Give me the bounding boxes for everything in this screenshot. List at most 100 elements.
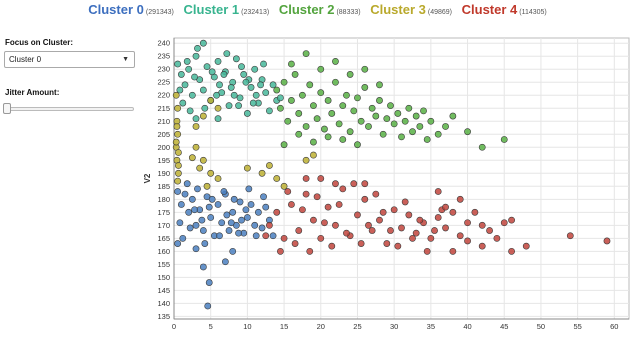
scatter-point <box>253 233 259 239</box>
scatter-point <box>310 103 316 109</box>
scatter-point <box>435 188 441 194</box>
scatter-point <box>402 199 408 205</box>
scatter-point <box>472 209 478 215</box>
scatter-point <box>224 51 230 57</box>
scatter-point <box>178 201 184 207</box>
scatter-point <box>442 123 448 129</box>
scatter-point <box>318 90 324 96</box>
scatter-point <box>442 204 448 210</box>
scatter-point <box>215 58 221 64</box>
y-tick-label: 190 <box>157 169 170 178</box>
scatter-point <box>260 194 266 200</box>
scatter-point <box>299 207 305 213</box>
scatter-point <box>417 123 423 129</box>
scatter-point <box>184 58 190 64</box>
scatter-point <box>288 201 294 207</box>
scatter-point <box>238 64 244 70</box>
scatter-point <box>184 181 190 187</box>
scatter-point <box>252 222 258 228</box>
scatter-point <box>231 196 237 202</box>
scatter-point <box>266 162 272 168</box>
scatter-point <box>314 194 320 200</box>
scatter-point <box>329 110 335 116</box>
x-tick-label: 25 <box>353 322 361 331</box>
scatter-point <box>259 170 265 176</box>
scatter-point <box>391 121 397 127</box>
scatter-point <box>193 222 199 228</box>
scatter-point <box>259 225 265 231</box>
scatter-point <box>567 233 573 239</box>
y-tick-label: 175 <box>157 208 170 217</box>
scatter-point <box>329 243 335 249</box>
scatter-point <box>354 212 360 218</box>
scatter-point <box>224 212 230 218</box>
scatter-point <box>296 227 302 233</box>
scatter-point <box>208 214 214 220</box>
scatter-point <box>340 186 346 192</box>
scatter-point <box>369 105 375 111</box>
scatter-point <box>174 123 180 129</box>
scatter-point <box>221 71 227 77</box>
y-tick-label: 145 <box>157 286 170 295</box>
scatter-point <box>202 240 208 246</box>
scatter-point <box>303 123 309 129</box>
scatter-point <box>248 201 254 207</box>
scatter-point <box>233 56 239 62</box>
scatter-point <box>387 227 393 233</box>
scatter-point <box>362 196 368 202</box>
scatter-point <box>479 144 485 150</box>
scatter-point <box>175 61 181 67</box>
scatter-point <box>479 243 485 249</box>
scatter-point <box>285 118 291 124</box>
scatter-point <box>226 227 232 233</box>
scatter-point <box>318 235 324 241</box>
y-tick-label: 215 <box>157 104 170 113</box>
scatter-point <box>336 201 342 207</box>
scatter-point <box>199 217 205 223</box>
scatter-point <box>457 196 463 202</box>
scatter-point <box>260 61 266 67</box>
scatter-point <box>215 175 221 181</box>
scatter-point <box>343 92 349 98</box>
scatter-point <box>175 178 181 184</box>
y-tick-label: 230 <box>157 65 170 74</box>
scatter-point <box>332 222 338 228</box>
scatter-point <box>351 108 357 114</box>
scatter-point <box>205 303 211 309</box>
scatter-point <box>235 230 241 236</box>
scatter-point <box>187 225 193 231</box>
scatter-point <box>186 209 192 215</box>
scatter-point <box>219 220 225 226</box>
scatter-point <box>501 136 507 142</box>
scatter-point <box>365 123 371 129</box>
scatter-point <box>395 243 401 249</box>
scatter-point <box>387 103 393 109</box>
y-tick-label: 180 <box>157 195 170 204</box>
scatter-point <box>182 191 188 197</box>
scatter-point <box>288 97 294 103</box>
scatter-point <box>215 116 221 122</box>
scatter-point <box>420 108 426 114</box>
scatter-point <box>325 204 331 210</box>
scatter-point <box>332 79 338 85</box>
scatter-point <box>250 100 256 106</box>
scatter-point <box>398 225 404 231</box>
scatter-point <box>175 162 181 168</box>
scatter-point <box>186 66 192 72</box>
scatter-point <box>277 105 283 111</box>
scatter-point <box>384 240 390 246</box>
scatter-point <box>216 82 222 88</box>
scatter-point <box>428 235 434 241</box>
scatter-point <box>274 209 280 215</box>
scatter-point <box>175 188 181 194</box>
scatter-point <box>365 222 371 228</box>
scatter-point <box>253 92 259 98</box>
scatter-point <box>197 165 203 171</box>
x-tick-label: 35 <box>427 322 435 331</box>
y-tick-label: 135 <box>157 312 170 321</box>
scatter-point <box>177 220 183 226</box>
scatter-point <box>457 233 463 239</box>
scatter-point <box>187 108 193 114</box>
scatter-point <box>206 279 212 285</box>
y-tick-label: 195 <box>157 156 170 165</box>
